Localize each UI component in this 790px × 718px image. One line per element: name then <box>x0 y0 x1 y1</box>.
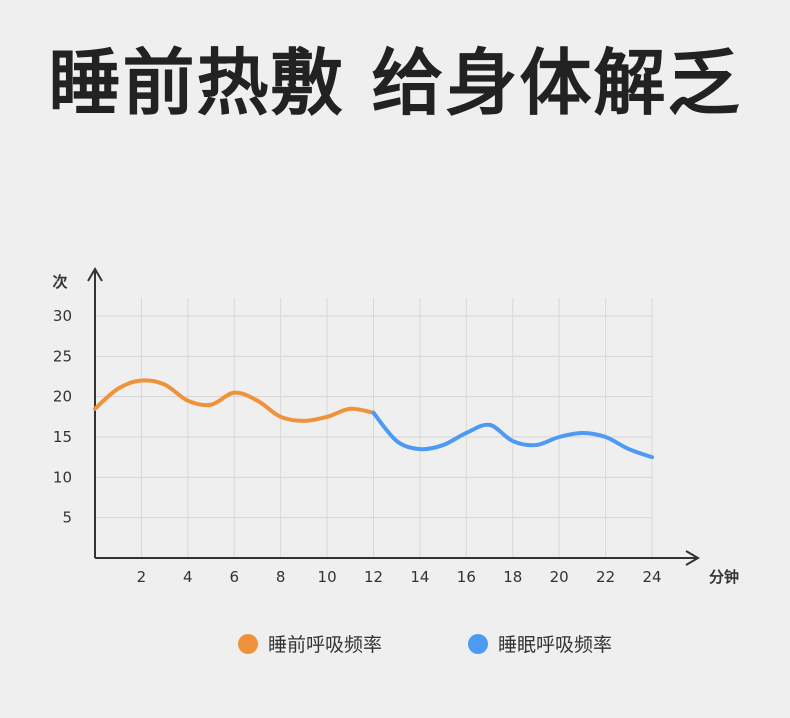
x-tick-label: 22 <box>596 568 615 586</box>
x-tick-label: 6 <box>229 568 239 586</box>
y-tick-label: 5 <box>62 509 72 527</box>
legend: 睡前呼吸频率 睡眠呼吸频率 <box>0 630 790 660</box>
legend-label: 睡眠呼吸频率 <box>498 634 613 656</box>
y-tick-label: 10 <box>53 468 72 486</box>
x-tick-label: 10 <box>318 568 337 586</box>
x-tick-label: 14 <box>410 568 429 586</box>
y-axis-label: 次 <box>52 273 67 291</box>
x-tick-label: 4 <box>183 568 193 586</box>
x-tick-label: 2 <box>137 568 147 586</box>
x-tick-label: 16 <box>457 568 476 586</box>
legend-dot-orange <box>238 633 258 654</box>
x-axis-label: 分钟 <box>709 568 739 586</box>
x-tick-label: 12 <box>364 568 383 586</box>
grid-lines <box>95 298 653 558</box>
x-tick-label: 20 <box>550 568 569 586</box>
series-lines <box>93 378 654 460</box>
x-tick-label: 24 <box>642 568 661 586</box>
x-tick-label: 8 <box>276 568 286 586</box>
y-tick-label: 15 <box>53 428 72 446</box>
y-tick-label: 20 <box>53 388 72 406</box>
series-line-0 <box>93 378 376 423</box>
y-axis-arrow <box>87 267 103 282</box>
y-tick-label: 30 <box>53 307 72 325</box>
legend-item-before-sleep: 睡前呼吸频率 <box>238 630 382 657</box>
x-tick-label: 18 <box>503 568 522 586</box>
y-tick-label: 25 <box>53 347 72 365</box>
legend-label: 睡前呼吸频率 <box>268 634 383 656</box>
x-axis-arrow <box>685 550 700 566</box>
legend-dot-blue <box>468 633 488 654</box>
page-title: 睡前热敷 给身体解乏 <box>48 41 742 125</box>
series-line-1 <box>371 410 654 460</box>
legend-item-during-sleep: 睡眠呼吸频率 <box>468 630 612 657</box>
axes <box>87 267 700 566</box>
